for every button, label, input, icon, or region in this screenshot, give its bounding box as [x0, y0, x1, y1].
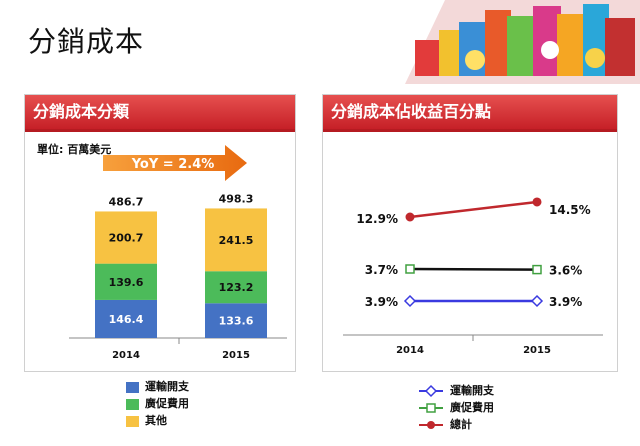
bar-total-label: 486.7: [109, 195, 144, 208]
bar-segment: [95, 299, 157, 338]
yoy-label: YoY = 2.4%: [131, 157, 215, 172]
legend-label: 總計: [450, 418, 472, 431]
series-line: [409, 200, 538, 219]
bar-segment: [205, 303, 267, 338]
bar-value-label: 200.7: [109, 232, 144, 245]
bar-segment: [95, 263, 157, 300]
bar-segment: [205, 271, 267, 304]
bar-value-label: 133.6: [219, 315, 254, 328]
cost-ratio-panel: 分銷成本佔收益百分點 3.9% 3.9% 3.7% 3.6% 12.9% 14.5% 201…: [322, 94, 618, 372]
line-chart-legend: 運輸開支廣促費用總計: [418, 382, 494, 433]
x-tick-label: 2014: [112, 350, 140, 361]
product-banner-image: [405, 0, 640, 84]
legend-swatch: [126, 398, 139, 410]
legend-marker-icon: [419, 384, 443, 398]
legend-item: 廣促費用: [126, 395, 189, 412]
point-value-label: 3.9%: [549, 295, 582, 309]
legend-item: 其他: [126, 412, 189, 429]
bar-chart-legend: 運輸開支廣促費用其他: [126, 378, 189, 429]
yoy-arrow-icon: [103, 145, 247, 181]
legend-label: 運輸開支: [450, 384, 494, 397]
bar-segment: [95, 211, 157, 264]
cost-breakdown-header: 分銷成本分類: [25, 95, 295, 129]
bar-value-label: 146.4: [109, 313, 144, 326]
bar-value-label: 139.6: [109, 276, 144, 289]
series-line: [409, 267, 538, 271]
legend-marker-icon: [419, 403, 443, 413]
bar-total-label: 498.3: [219, 192, 254, 205]
legend-item: 運輸開支: [126, 378, 189, 395]
legend-item: 運輸開支: [418, 382, 494, 399]
line-chart: 3.9% 3.9% 3.7% 3.6% 12.9% 14.5% 2014 2015: [343, 197, 603, 356]
legend-marker-icon: [419, 421, 443, 429]
cost-breakdown-panel: 分銷成本分類 單位: 百萬美元 YoY = 2.4% 146.4 139.6 200…: [24, 94, 296, 372]
x-tick-label: 2014: [396, 345, 424, 356]
data-point: [403, 294, 417, 308]
data-point: [532, 264, 542, 275]
point-value-label: 3.9%: [365, 295, 398, 309]
data-point: [530, 294, 544, 308]
stacked-bar-chart: YoY = 2.4% 146.4 139.6 200.7 486.7 2014 133.6…: [69, 145, 287, 361]
data-point: [532, 197, 542, 207]
legend-swatch: [126, 415, 139, 427]
bar-value-label: 123.2: [219, 281, 254, 294]
legend-label: 運輸開支: [145, 380, 189, 393]
bar-value-label: 241.5: [219, 234, 254, 247]
legend-item: 廣促費用: [418, 399, 494, 416]
point-value-label: 14.5%: [549, 203, 591, 217]
cost-ratio-header: 分銷成本佔收益百分點: [323, 95, 617, 129]
x-tick-label: 2015: [222, 350, 250, 361]
x-tick-label: 2015: [523, 345, 551, 356]
legend-label: 其他: [145, 414, 167, 427]
page-title: 分銷成本: [28, 25, 145, 58]
point-value-label: 3.7%: [365, 263, 398, 277]
bar-segment: [205, 208, 267, 272]
legend-item: 總計: [418, 416, 494, 433]
data-point: [405, 212, 415, 222]
legend-swatch: [126, 381, 139, 393]
data-point: [405, 264, 415, 274]
legend-label: 廣促費用: [145, 397, 189, 410]
point-value-label: 3.6%: [549, 264, 582, 278]
point-value-label: 12.9%: [356, 212, 398, 226]
legend-label: 廣促費用: [450, 401, 494, 414]
unit-label: 單位: 百萬美元: [37, 143, 112, 156]
